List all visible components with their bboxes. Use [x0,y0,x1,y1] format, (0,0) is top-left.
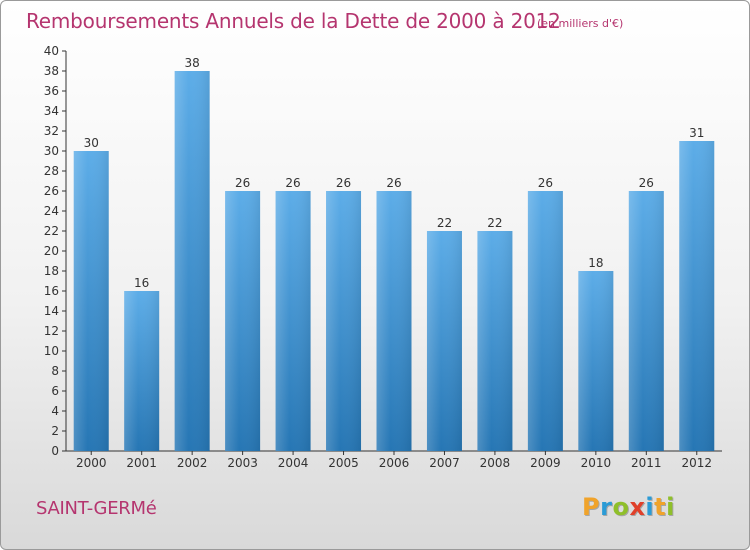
x-tick-label: 2002 [177,456,208,470]
x-tick-label: 2009 [530,456,561,470]
x-tick-label: 2006 [379,456,410,470]
commune-name: SAINT-GERMé [36,498,157,519]
y-tick-label: 36 [44,84,59,98]
chart-title: Remboursements Annuels de la Dette de 20… [26,9,561,33]
bar-value-label: 26 [386,176,401,190]
x-tick-label: 2001 [126,456,157,470]
bar-value-label: 22 [487,216,502,230]
y-tick-label: 12 [44,324,59,338]
x-tick-label: 2010 [581,456,612,470]
bar-value-label: 31 [689,126,704,140]
bar-value-label: 26 [538,176,553,190]
y-tick-label: 6 [51,384,59,398]
bar-shade [225,191,261,451]
y-tick-label: 24 [44,204,59,218]
bar-value-label: 26 [235,176,250,190]
y-tick-label: 22 [44,224,59,238]
brand-letter: t [654,493,667,521]
bar-value-label: 26 [336,176,351,190]
bar-shade [73,151,109,451]
y-tick-label: 4 [51,404,59,418]
y-tick-label: 28 [44,164,59,178]
bar-value-label: 26 [285,176,300,190]
y-tick-label: 14 [44,304,59,318]
brand-letter: P [582,493,601,521]
bar-value-label: 18 [588,256,603,270]
x-tick-label: 2005 [328,456,359,470]
bar-value-label: 30 [84,136,99,150]
x-tick-label: 2000 [76,456,107,470]
x-tick-label: 2004 [278,456,309,470]
y-tick-label: 38 [44,64,59,78]
x-tick-label: 2007 [429,456,460,470]
y-tick-label: 20 [44,244,59,258]
bar-shade [679,141,715,451]
y-tick-label: 10 [44,344,59,358]
brand-letter: i [645,493,655,521]
bar-shade [477,231,513,451]
bar-shade [628,191,664,451]
bar-shade [426,231,462,451]
y-tick-label: 34 [44,104,59,118]
bar-value-label: 16 [134,276,149,290]
bar-shade [124,291,160,451]
bar-value-label: 22 [437,216,452,230]
x-tick-label: 2012 [681,456,712,470]
x-tick-label: 2003 [227,456,258,470]
bar-shade [326,191,362,451]
bar-value-label: 26 [639,176,654,190]
brand-letter: o [612,493,630,521]
x-tick-label: 2008 [480,456,511,470]
y-tick-label: 16 [44,284,59,298]
y-tick-label: 26 [44,184,59,198]
y-tick-label: 2 [51,424,59,438]
y-tick-label: 40 [44,44,59,58]
bar-shade [527,191,563,451]
bar-shade [376,191,412,451]
bar-value-label: 38 [185,56,200,70]
y-tick-label: 0 [51,444,59,458]
brand-letter: x [629,493,646,521]
bar-shade [578,271,614,451]
brand-letter: i [666,493,675,521]
bar-shade [275,191,311,451]
x-tick-label: 2011 [631,456,662,470]
brand-logo: Proxiti [582,493,675,521]
y-tick-label: 8 [51,364,59,378]
y-tick-label: 18 [44,264,59,278]
y-tick-label: 30 [44,144,59,158]
bar-shade [174,71,210,451]
chart-subtitle: (en milliers d'€) [537,17,624,30]
brand-letter: r [600,493,613,521]
y-tick-label: 32 [44,124,59,138]
